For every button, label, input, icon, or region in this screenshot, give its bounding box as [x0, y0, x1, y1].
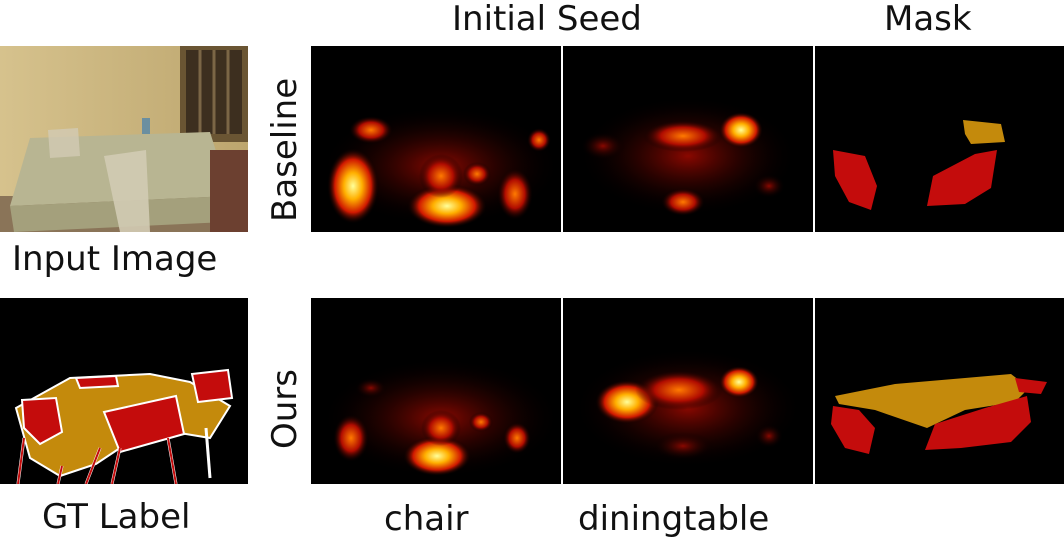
heatmap-ours-chair: [311, 298, 561, 484]
mask-baseline: [815, 46, 1064, 232]
caption-input-image: Input Image: [12, 239, 218, 279]
row-label-ours: Ours: [265, 369, 305, 450]
heatmap-baseline-diningtable: [563, 46, 813, 232]
mask-ours: [815, 298, 1064, 484]
caption-gt-label: GT Label: [42, 497, 191, 537]
gt-label: [0, 298, 248, 484]
caption-chair: chair: [384, 499, 469, 539]
caption-diningtable: diningtable: [578, 499, 770, 539]
heatmap-baseline-chair: [311, 46, 561, 232]
header-mask: Mask: [884, 0, 972, 39]
row-label-baseline: Baseline: [265, 77, 305, 222]
input-image-photo: [0, 46, 248, 232]
input-image: [0, 46, 248, 232]
header-initial-seed: Initial Seed: [452, 0, 642, 39]
heatmap-ours-chair-image: [321, 358, 561, 478]
heatmap-baseline-diningtable-image: [578, 96, 798, 216]
heatmap-baseline-chair-image: [321, 106, 561, 228]
mask-ours-segmentation: [831, 374, 1047, 454]
gt-label-segmentation: [14, 368, 234, 484]
heatmap-ours-diningtable-image: [573, 348, 803, 468]
mask-baseline-segmentation: [833, 120, 1005, 210]
heatmap-ours-diningtable: [563, 298, 813, 484]
